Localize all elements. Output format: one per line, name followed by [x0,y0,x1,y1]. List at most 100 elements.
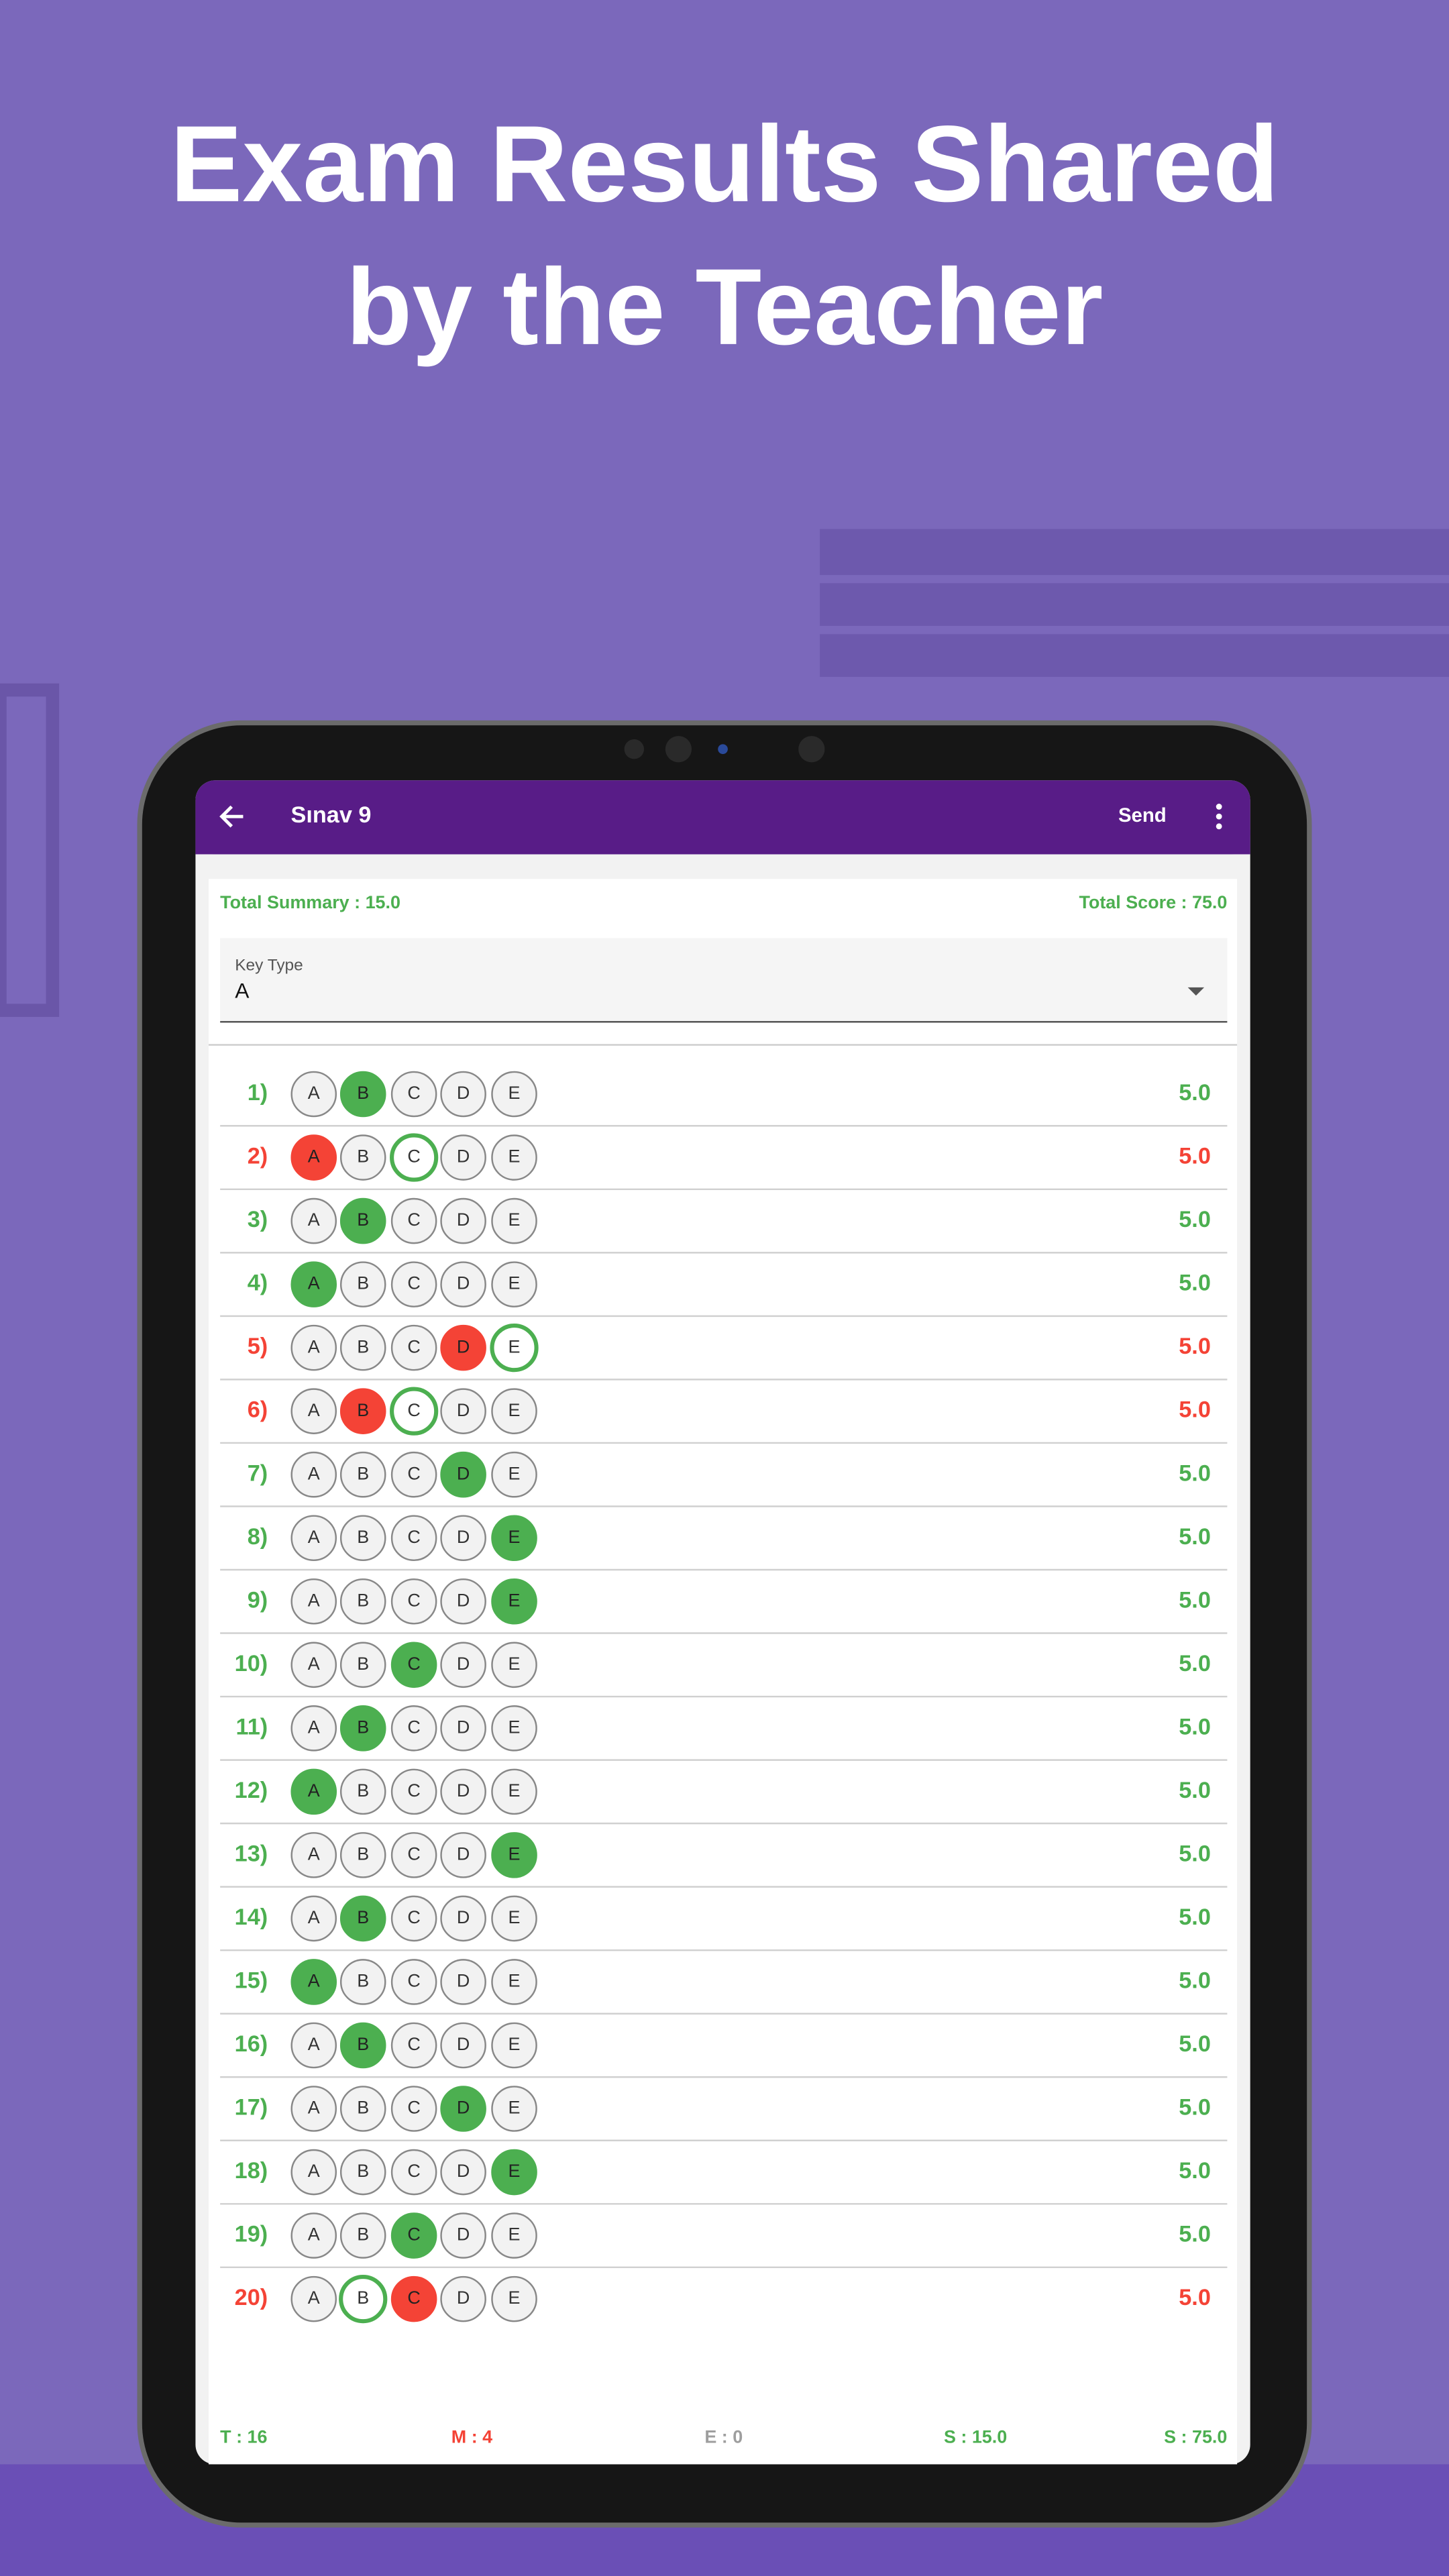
question-score: 5.0 [1179,1778,1211,1803]
option-bubble [290,1197,337,1244]
option-letter: C [407,1463,420,1483]
option-bubble [440,1705,486,1752]
option-bubble [390,2086,437,2132]
decor-frame [0,683,60,1017]
summary: Total Score : 75.0 [1079,892,1227,912]
option-letter: D [457,1971,470,1991]
option-letter: A [308,2224,320,2245]
option-bubble [440,2212,486,2259]
option-letter: D [457,2224,470,2245]
option-bubble [290,1388,337,1434]
option-bubble [390,1642,437,1688]
send-button[interactable]: Send [1118,804,1167,826]
menu-button[interactable] [1216,804,1222,830]
option-letter: A [308,2288,320,2308]
option-letter: D [457,1654,470,1674]
option-bubble [440,1324,486,1371]
option-letter: B [357,1273,369,1293]
option-letter: C [407,1210,420,1230]
question-number: 6) [248,1397,268,1423]
back-button[interactable] [219,805,244,828]
question-score: 5.0 [1179,1714,1211,1739]
option-bubble [491,1261,537,1307]
option-bubble [339,2149,386,2196]
option-bubble [390,2212,437,2259]
key-type-field[interactable] [220,938,1228,1022]
decor-shelf [820,634,1449,677]
option-bubble [440,1451,486,1498]
headline: by the Teacher [346,247,1104,368]
option-bubble [440,1959,486,2005]
option-bubble [440,1832,486,1878]
option-letter: E [508,1210,521,1230]
option-bubble [390,1071,437,1118]
option-bubble [390,1451,437,1498]
option-letter: D [457,1463,470,1483]
option-bubble [491,2212,537,2259]
footer-stat: T : 16 [220,2426,267,2447]
question-number: 2) [248,1144,268,1169]
option-bubble [339,1261,386,1307]
question-number: 3) [248,1207,268,1232]
option-letter: D [457,1527,470,1547]
option-bubble [390,1578,437,1625]
camera [665,736,692,763]
option-bubble [339,1832,386,1878]
option-bubble [390,1324,437,1371]
option-bubble [339,1197,386,1244]
question-score: 5.0 [1179,1524,1211,1550]
option-bubble [339,1515,386,1562]
option-letter: A [308,1971,320,1991]
option-bubble [440,2086,486,2132]
option-bubble [440,1515,486,1562]
option-bubble [339,1959,386,2005]
option-bubble [390,1959,437,2005]
option-letter: D [457,2098,470,2118]
question-number: 4) [248,1271,268,1296]
question-number: 7) [248,1460,268,1486]
option-bubble [290,1451,337,1498]
question-number: 9) [248,1587,268,1613]
option-letter: D [457,1843,470,1864]
app-bar [195,829,1250,855]
option-letter: E [508,1336,521,1356]
option-letter: C [407,2288,420,2308]
option-bubble [290,2086,337,2132]
option-bubble [290,1261,337,1307]
option-letter: E [508,2034,521,2054]
option-letter: B [357,2288,369,2308]
question-number: 12) [235,1778,268,1803]
option-bubble [339,2274,388,2324]
question-number: 5) [248,1334,268,1359]
option-letter: C [407,1780,420,1801]
decor-shelf [820,529,1449,576]
option-letter: C [407,2034,420,2054]
option-letter: C [407,1146,420,1167]
option-bubble [491,1134,537,1181]
option-letter: D [457,2161,470,2181]
option-letter: D [457,1907,470,1927]
option-letter: E [508,1590,521,1610]
option-letter: A [308,1654,320,1674]
option-bubble [290,1578,337,1625]
option-bubble [491,1832,537,1878]
option-letter: E [508,2288,521,2308]
option-letter: C [407,2224,420,2245]
option-letter: A [308,1210,320,1230]
option-bubble [390,1387,439,1436]
option-bubble [339,2022,386,2069]
option-bubble [491,1768,537,1815]
option-letter: C [407,1843,420,1864]
option-letter: B [357,2034,369,2054]
option-letter: C [407,1654,420,1674]
question-score: 5.0 [1179,1651,1211,1676]
option-bubble [339,1642,386,1688]
question-score: 5.0 [1179,1144,1211,1169]
option-letter: C [407,2161,420,2181]
question-score: 5.0 [1179,1397,1211,1423]
option-bubble [491,1388,537,1434]
option-bubble [390,1261,437,1307]
option-letter: D [457,1083,470,1103]
option-letter: D [457,1590,470,1610]
